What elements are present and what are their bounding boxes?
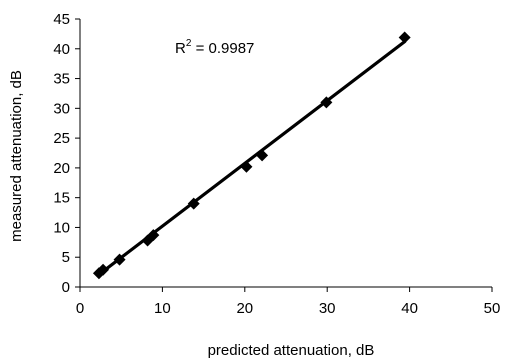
y-tick-label: 5 — [62, 249, 70, 266]
y-axis-label: measured attenuation, dB — [8, 70, 25, 242]
data-point — [240, 160, 253, 173]
x-tick-label: 30 — [319, 300, 336, 317]
data-point — [320, 96, 333, 109]
data-point — [187, 197, 200, 210]
data-point — [256, 149, 269, 162]
axes: 0 5 10 15 20 25 30 35 40 45 0 10 20 30 40 50 — [53, 11, 500, 317]
r-squared-symbol: R — [175, 40, 186, 57]
y-tick-label: 45 — [53, 11, 70, 28]
data-points — [92, 31, 411, 280]
r-squared-annotation: R2 = 0.9987 — [175, 38, 254, 57]
y-tick-label: 30 — [53, 100, 70, 117]
data-point — [97, 263, 110, 276]
y-tick-label: 10 — [53, 219, 70, 236]
y-tick-label: 40 — [53, 41, 70, 58]
r-squared-value: = 0.9987 — [191, 40, 254, 57]
y-tick-label: 35 — [53, 71, 70, 88]
x-tick-label: 0 — [76, 300, 84, 317]
x-tick-label: 20 — [236, 300, 253, 317]
y-tick-label: 15 — [53, 190, 70, 207]
data-point — [398, 31, 411, 44]
y-tick-label: 20 — [53, 160, 70, 177]
y-tick-label: 0 — [62, 279, 70, 296]
x-tick-label: 10 — [154, 300, 171, 317]
x-axis-label: predicted attenuation, dB — [208, 342, 375, 359]
data-point — [113, 253, 126, 266]
data-point — [147, 229, 160, 242]
x-tick-label: 40 — [401, 300, 418, 317]
y-tick-label: 25 — [53, 130, 70, 147]
x-tick-label: 50 — [484, 300, 501, 317]
r-squared-superscript: 2 — [186, 38, 192, 49]
